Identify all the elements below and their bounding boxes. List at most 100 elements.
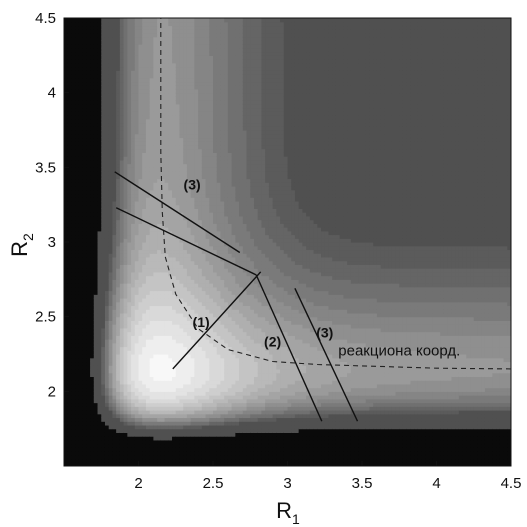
contour-cell <box>97 391 102 396</box>
contour-cell <box>93 253 99 258</box>
contour-cell <box>71 189 76 195</box>
contour-cell <box>164 406 169 411</box>
contour-cell <box>64 230 69 236</box>
contour-cell <box>190 447 195 452</box>
contour-cell <box>82 115 87 120</box>
contour-cell <box>82 279 87 284</box>
contour-cell <box>168 212 173 217</box>
contour-cell <box>153 100 158 105</box>
contour-cell <box>183 350 188 355</box>
contour-cell <box>160 66 166 71</box>
contour-cell <box>205 144 210 150</box>
contour-cell <box>93 122 99 127</box>
contour-cell <box>71 55 76 60</box>
contour-cell <box>134 271 140 277</box>
contour-cell <box>145 100 151 105</box>
contour-cell <box>134 103 140 109</box>
contour-cell <box>97 193 102 198</box>
contour-cell <box>78 275 84 280</box>
contour-cell <box>123 189 128 195</box>
contour-cell <box>108 44 114 49</box>
contour-cell <box>209 122 214 127</box>
contour-cell <box>157 298 162 303</box>
contour-cell <box>64 47 69 53</box>
contour-cell <box>71 234 76 239</box>
contour-cell <box>205 410 210 415</box>
contour-cell <box>168 59 173 64</box>
contour-cell <box>67 25 73 30</box>
contour-cell <box>138 410 143 415</box>
contour-cell <box>175 171 181 176</box>
contour-cell <box>97 238 102 243</box>
contour-cell <box>160 320 166 325</box>
contour-cell <box>175 286 181 292</box>
contour-cell <box>104 447 110 452</box>
contour-cell <box>123 290 128 295</box>
contour-cell <box>127 215 132 221</box>
contour-cell <box>116 186 121 191</box>
contour-cell <box>86 368 91 374</box>
contour-cell <box>82 204 87 209</box>
contour-cell <box>209 62 214 68</box>
contour-cell <box>179 219 184 224</box>
contour-cell <box>164 335 169 340</box>
contour-cell <box>179 156 184 161</box>
contour-cell <box>101 107 106 112</box>
contour-cell <box>168 133 173 139</box>
contour-cell <box>216 383 222 389</box>
contour-cell <box>190 156 195 161</box>
contour-cell <box>90 376 95 381</box>
contour-cell <box>209 25 214 30</box>
contour-cell <box>71 410 76 415</box>
contour-cell <box>93 417 99 422</box>
contour-cell <box>112 365 117 370</box>
contour-cell <box>64 130 69 135</box>
contour-cell <box>145 305 151 310</box>
contour-cell <box>64 253 69 258</box>
contour-cell <box>153 372 158 377</box>
contour-cell <box>179 383 184 389</box>
contour-cell <box>134 156 140 161</box>
contour-cell <box>64 428 69 433</box>
contour-cell <box>75 432 80 437</box>
contour-cell <box>134 111 140 116</box>
contour-cell <box>116 357 121 363</box>
contour-cell <box>157 458 162 463</box>
contour-cell <box>149 436 155 441</box>
contour-cell <box>172 141 177 146</box>
contour-cell <box>90 350 95 355</box>
contour-cell <box>164 283 169 288</box>
contour-cell <box>179 264 184 269</box>
contour-cell <box>97 283 102 288</box>
contour-cell <box>97 51 102 56</box>
contour-cell <box>86 365 91 370</box>
contour-cell <box>93 208 99 213</box>
contour-cell <box>168 159 173 165</box>
contour-cell <box>75 413 80 419</box>
contour-cell <box>75 100 80 105</box>
contour-cell <box>112 454 117 460</box>
contour-cell <box>209 454 214 460</box>
contour-cell <box>157 167 162 172</box>
contour-cell <box>78 372 84 377</box>
contour-cell <box>86 331 91 336</box>
contour-cell <box>145 391 151 396</box>
contour-cell <box>213 361 218 366</box>
contour-cell <box>153 391 158 396</box>
contour-cell <box>134 230 140 236</box>
contour-cell <box>90 215 95 221</box>
contour-cell <box>205 271 210 277</box>
contour-cell <box>71 279 76 284</box>
contour-cell <box>201 107 207 112</box>
contour-cell <box>78 413 84 419</box>
contour-cell <box>168 115 173 120</box>
contour-cell <box>64 85 69 90</box>
contour-cell <box>142 51 147 56</box>
contour-cell <box>119 268 125 273</box>
contour-cell <box>160 368 166 374</box>
contour-cell <box>194 111 199 116</box>
contour-cell <box>86 383 91 389</box>
contour-cell <box>101 122 106 127</box>
contour-cell <box>194 421 199 426</box>
contour-cell <box>134 320 140 325</box>
